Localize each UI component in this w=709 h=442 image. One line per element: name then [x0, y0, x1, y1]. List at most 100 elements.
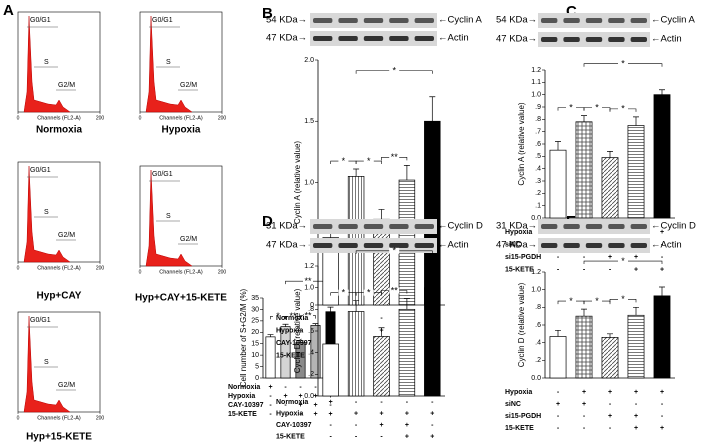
condition-mark: +	[634, 266, 638, 273]
significance-label: **	[289, 311, 297, 321]
x-axis-label: Channels (FL2-A)	[37, 415, 81, 421]
y-tick-label: 15	[251, 341, 259, 348]
blot-band	[608, 224, 625, 229]
g1-peak	[23, 315, 71, 413]
significance-bg	[618, 105, 628, 112]
significance-label: **	[391, 285, 399, 295]
significance-bg	[389, 247, 400, 254]
bar	[265, 336, 276, 379]
significance-label: *	[367, 288, 371, 298]
y-axis-label: Cyclin A (relative value)	[293, 141, 302, 224]
condition-mark: -	[661, 254, 664, 261]
error-bar	[378, 209, 385, 220]
condition-mark: -	[330, 327, 333, 334]
condition-mark: -	[583, 266, 586, 273]
band-protein: ←Actin	[438, 33, 469, 44]
condition-label: Hypoxia	[505, 229, 532, 236]
y-tick-label: .2	[535, 357, 541, 364]
x-tick-label: 200	[96, 115, 105, 121]
y-tick-label: 5	[255, 363, 259, 370]
peak-label: G0/G1	[30, 167, 51, 174]
condition-mark: -	[299, 384, 302, 391]
condition-label: siNC	[505, 401, 521, 408]
blot-band	[563, 37, 580, 42]
condition-mark: +	[634, 389, 638, 396]
sample-label: Hyp+CAY+15-KETE	[135, 293, 227, 304]
blot-band	[608, 37, 625, 42]
blot-band	[563, 224, 580, 229]
y-tick-label: 0.0	[531, 215, 541, 222]
condition-mark: +	[608, 389, 612, 396]
band-size: 47 KDa→	[496, 240, 537, 251]
condition-mark: +	[283, 393, 287, 400]
sample-label: Hyp+CAY	[37, 291, 82, 302]
error-bar	[403, 298, 410, 310]
sample-label: Hypoxia	[162, 125, 201, 136]
blot-band	[363, 18, 384, 23]
y-tick-label: 1.2	[304, 263, 314, 270]
peak-label: G0/G1	[30, 17, 51, 24]
error-bar	[659, 89, 665, 95]
x-tick-label: 200	[96, 265, 105, 271]
significance-bg	[618, 296, 628, 303]
y-tick-label: .1	[535, 203, 541, 210]
y-tick-label: 25	[251, 318, 259, 325]
condition-mark: -	[431, 399, 434, 406]
significance-label: *	[276, 311, 280, 321]
error-bar	[267, 334, 274, 337]
condition-mark: +	[660, 425, 664, 432]
error-bar	[607, 333, 613, 338]
x-axis-label: Channels (FL2-A)	[37, 265, 81, 271]
blot-band	[389, 243, 409, 248]
blot-band	[563, 18, 580, 23]
peak-label: G0/G1	[152, 17, 173, 24]
y-tick-label: .6	[535, 141, 541, 148]
sample-label: Hyp+15-KETE	[26, 432, 92, 442]
error-bar	[282, 323, 289, 327]
condition-mark: +	[329, 399, 333, 406]
error-bar	[378, 327, 385, 337]
blot-band	[389, 36, 409, 41]
y-tick-label: 1.0	[304, 179, 314, 186]
g1-peak	[23, 165, 71, 263]
condition-mark: +	[430, 410, 434, 417]
blot-band	[541, 224, 558, 229]
condition-label: 15-KETE	[276, 433, 305, 440]
condition-label: 15-KETE	[276, 352, 305, 359]
significance-label: *	[595, 103, 599, 113]
condition-label: Hypoxia	[276, 327, 303, 334]
blot-band	[414, 243, 434, 248]
bar	[575, 121, 593, 219]
x-tick-label: 200	[96, 415, 105, 421]
blot-band	[414, 36, 434, 41]
significance-label: *	[392, 246, 396, 256]
condition-mark: -	[314, 384, 317, 391]
error-bar	[327, 334, 334, 344]
significance-bg	[389, 287, 400, 294]
condition-mark: -	[583, 254, 586, 261]
significance-label: *	[392, 66, 396, 76]
condition-mark: +	[660, 229, 664, 236]
blot-band	[313, 243, 333, 248]
error-bar	[555, 329, 561, 337]
x-tick-label: 200	[218, 269, 227, 275]
peak-label: S	[44, 359, 49, 366]
condition-mark: -	[380, 315, 383, 322]
y-tick-label: 0	[255, 375, 259, 382]
band-protein: ←Actin	[651, 34, 682, 45]
significance-label: *	[569, 296, 573, 306]
y-tick-label: 20	[251, 329, 259, 336]
band-size: 54 KDa→	[496, 15, 537, 26]
error-bar	[429, 96, 436, 122]
peak-label: G0/G1	[30, 317, 51, 324]
bar	[347, 311, 365, 397]
peak-label: G2/M	[58, 82, 75, 89]
bar	[373, 336, 390, 397]
band-size: 47 KDa→	[266, 33, 307, 44]
condition-mark: +	[430, 433, 434, 440]
panel-letter: B	[262, 5, 273, 22]
blot-band	[563, 243, 580, 248]
condition-mark: +	[298, 402, 302, 409]
significance-bg	[303, 278, 313, 285]
y-tick-label: .5	[535, 153, 541, 160]
